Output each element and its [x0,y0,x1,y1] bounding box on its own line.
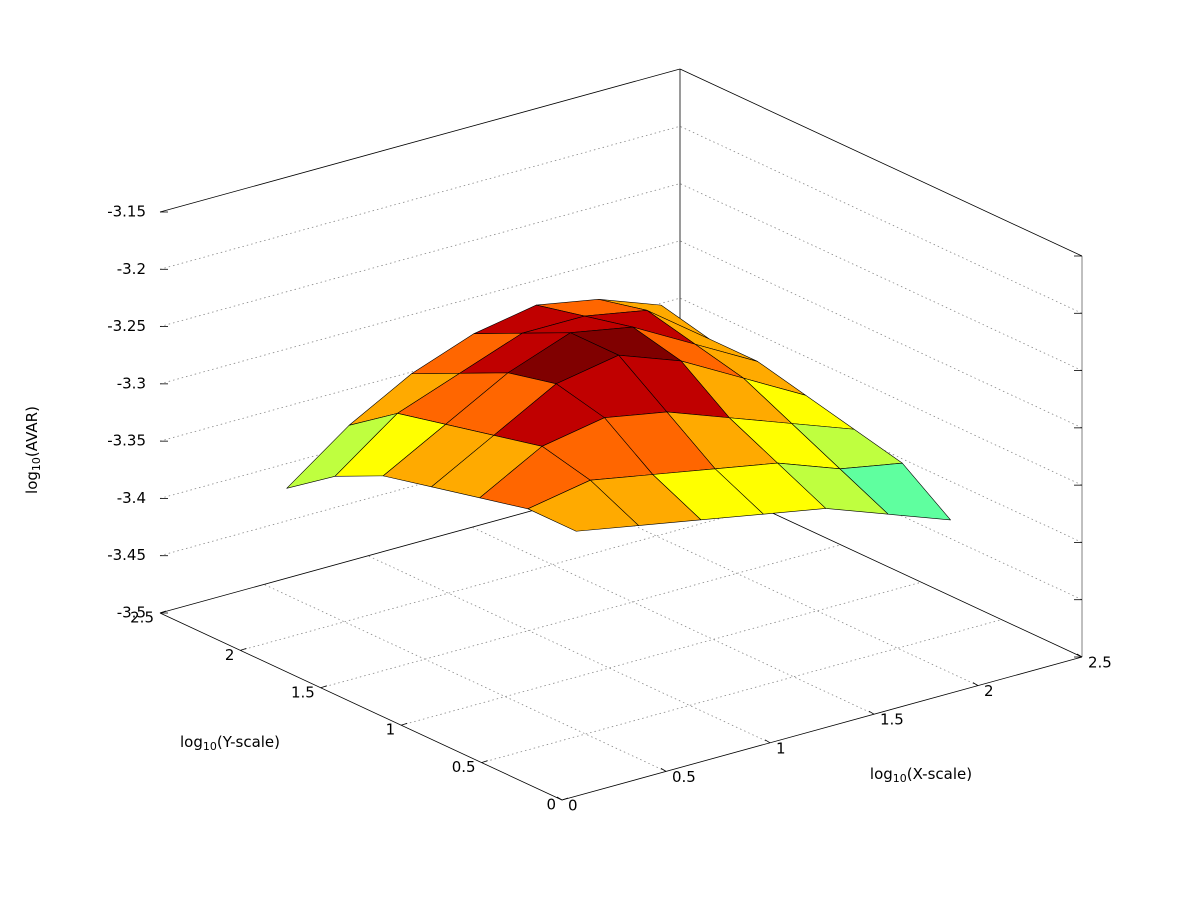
grid-line [263,584,667,772]
z-tick-label: -3.25 [107,317,146,335]
xlabel-label-part: log [870,765,893,783]
z-tick-label: -3.2 [117,260,146,278]
x-tick-label: 0.5 [672,768,696,786]
y-tick [240,648,247,651]
zlabel-label-part: log [23,471,41,494]
zlabel-label: log10(AVAR) [23,406,44,494]
x-tick [764,739,771,744]
zlabel-label-sub: 10 [30,457,43,471]
x-tick-label: 1 [776,739,786,757]
grid-line [367,555,771,744]
x-tick-label: 1.5 [880,711,904,729]
ylabel-label-part: (Y-scale) [217,733,280,751]
grid-line [471,526,875,715]
grid-line [575,498,979,686]
y-tick-label: 0.5 [452,758,476,776]
z-tick-label: -3.45 [107,546,146,564]
z-tick-label: -3.15 [107,203,146,221]
xlabel-label-sub: 10 [893,772,907,785]
zlabel-label-part: (AVAR) [23,406,41,457]
z-tick-label: -3.3 [117,374,146,392]
y-tick-label: 2.5 [130,609,154,627]
ylabel-label-sub: 10 [203,740,217,753]
z-tick-label: -3.4 [117,489,146,507]
xlabel-label-part: (X-scale) [907,765,972,783]
y-tick [320,685,327,689]
x-tick-label: 2.5 [1088,654,1112,672]
axis-line [159,68,681,213]
x-tick [868,710,875,715]
axis-line [561,656,1083,801]
y-tick-label: 2 [225,646,235,664]
axis-line [679,68,1083,257]
y-tick-label: 1.5 [291,683,315,701]
y-tick [401,722,408,726]
axis-line [159,612,563,801]
y-tick-label: 0 [546,796,556,814]
x-tick-label: 2 [984,682,994,700]
ylabel-label: log10(Y-scale) [180,733,280,754]
surface-cell [527,479,639,532]
x-tick [972,682,979,686]
z-tick-label: -3.35 [107,432,146,450]
y-tick [481,760,488,763]
ylabel-label-part: log [180,733,203,751]
x-tick-label: 0 [568,797,578,815]
x-tick [660,768,667,772]
y-tick-label: 1 [386,721,396,739]
xlabel-label: log10(X-scale) [870,765,972,786]
z-tick-label: -3.5 [117,604,146,622]
